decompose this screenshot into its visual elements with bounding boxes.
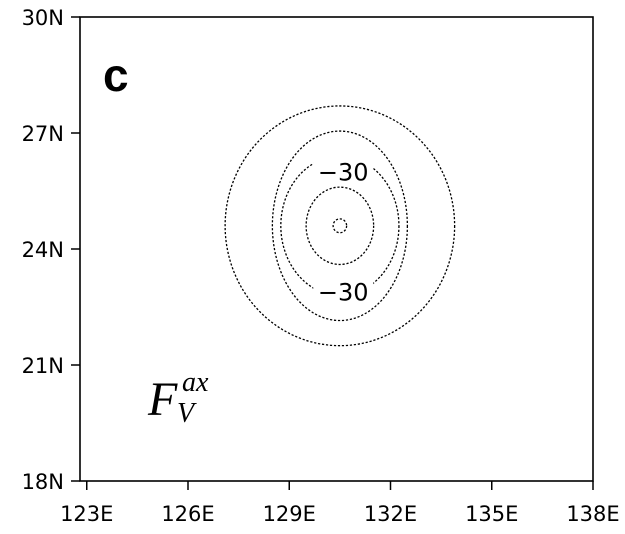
contour-line (271, 130, 409, 322)
contour-lines (224, 105, 456, 347)
variable-label-superscript: ax (182, 367, 209, 398)
y-tick-label: 21N (22, 354, 64, 378)
contour-line (305, 186, 375, 266)
contour-line (332, 218, 348, 234)
y-tick-label: 30N (22, 6, 64, 30)
variable-label-main: F (147, 373, 178, 426)
x-tick-label: 126E (161, 502, 214, 526)
contour-label: −30 (318, 279, 369, 307)
variable-label-subscript: V (177, 398, 197, 429)
x-tick-label: 129E (263, 502, 316, 526)
x-tick-label: 138E (566, 502, 619, 526)
y-tick-label: 24N (22, 238, 64, 262)
variable-label: F ax V (147, 367, 209, 429)
contour-labels: −30 −30 (313, 153, 374, 307)
contour-line (224, 105, 456, 347)
x-tick-label: 132E (364, 502, 417, 526)
x-tick-label: 123E (60, 502, 113, 526)
x-tick-label: 135E (465, 502, 518, 526)
y-tick-label: 18N (22, 470, 64, 494)
contour-label-background (313, 273, 374, 306)
contour-label: −30 (318, 159, 369, 187)
contour-label-background (313, 153, 374, 186)
y-axis: 18N 21N 24N 27N 30N (22, 6, 80, 494)
y-tick-label: 27N (22, 122, 64, 146)
x-axis: 123E 126E 129E 132E 135E 138E (60, 481, 620, 526)
panel-label: c (103, 49, 129, 101)
